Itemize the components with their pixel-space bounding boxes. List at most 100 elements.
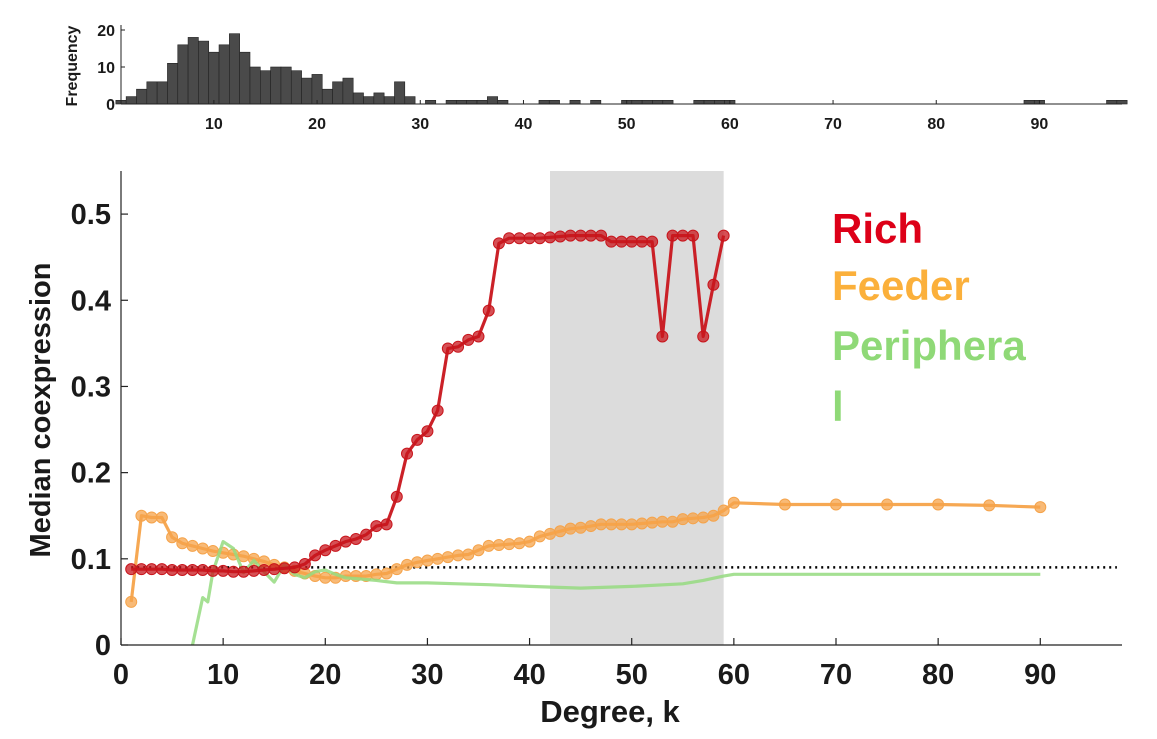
histogram-bar <box>703 100 715 105</box>
series-rich-point <box>370 520 383 533</box>
series-rich-point <box>278 562 291 575</box>
histogram-x-tick-label: 20 <box>308 116 326 133</box>
series-rich-point <box>176 564 189 577</box>
y-tick-label: 0.2 <box>71 458 111 490</box>
histogram-bar <box>301 77 313 105</box>
series-rich-point <box>584 229 597 242</box>
histogram-x-tick-label: 90 <box>1031 116 1049 133</box>
histogram-bars <box>115 33 1128 105</box>
histogram-x-tick-label: 70 <box>824 116 842 133</box>
series-feeder-point <box>380 567 393 580</box>
series-feeder-point <box>166 531 179 544</box>
x-tick-label: 50 <box>616 659 648 691</box>
series-feeder-point <box>554 525 567 538</box>
series-rich-point <box>452 340 465 353</box>
series-feeder-point <box>676 513 689 526</box>
series-feeder-point <box>615 518 628 531</box>
y-tick-label: 0.5 <box>71 199 111 231</box>
series-feeder-point <box>983 499 996 512</box>
histogram-bar <box>125 96 137 105</box>
series-feeder-point <box>830 498 842 511</box>
series-rich-point <box>595 229 608 242</box>
series-rich-point <box>646 235 659 248</box>
series-rich-point <box>401 447 413 460</box>
histogram-bar <box>662 100 674 105</box>
x-tick-label: 20 <box>309 659 341 691</box>
series-feeder-point <box>492 539 505 552</box>
series-rich-point <box>564 229 577 242</box>
series-feeder-point <box>135 509 148 522</box>
series-rich-point <box>258 564 270 577</box>
series-rich-point <box>656 330 669 343</box>
series-rich-point <box>472 330 485 343</box>
x-tick-label: 30 <box>411 659 443 691</box>
histogram-bar <box>249 66 261 105</box>
histogram-bar <box>590 100 602 105</box>
series-rich-point <box>319 544 332 557</box>
histogram-bar <box>311 74 323 105</box>
series-rich-point <box>666 229 679 242</box>
series-feeder-point <box>186 539 199 552</box>
series-rich-point <box>421 425 434 438</box>
series-rich-point <box>462 333 475 346</box>
histogram-bar <box>352 92 364 105</box>
series-feeder-point <box>319 571 332 584</box>
series-rich-point <box>125 563 138 576</box>
histogram-bar <box>641 100 653 105</box>
series-rich-point <box>441 342 454 355</box>
histogram-bar <box>1023 100 1035 105</box>
histogram-bar <box>156 81 168 105</box>
series-feeder-point <box>697 511 710 524</box>
series-rich-point <box>237 565 250 578</box>
series-rich-point <box>554 230 567 243</box>
series-rich-point <box>605 235 618 248</box>
histogram-bar <box>394 81 406 105</box>
series-feeder-point <box>462 548 475 561</box>
x-tick-label: 70 <box>820 659 852 691</box>
histogram-bar <box>218 44 230 105</box>
histogram-x-tick-label: 50 <box>618 116 636 133</box>
series-feeder-point <box>196 542 209 555</box>
x-tick-label: 10 <box>207 659 239 691</box>
histogram-bar <box>383 96 395 105</box>
series-rich-point <box>288 561 301 574</box>
histogram-y-tick-label: 10 <box>97 60 115 77</box>
series-feeder-point <box>564 522 577 535</box>
histogram-bar <box>290 70 302 105</box>
series-rich-point <box>707 278 720 291</box>
series-feeder-point <box>390 563 403 576</box>
histogram-x-tick-label: 60 <box>721 116 739 133</box>
series-rich-point <box>687 229 699 242</box>
series-rich-point <box>186 564 199 577</box>
series-feeder-point <box>625 518 638 531</box>
histogram-bar <box>476 100 488 105</box>
series-rich-point <box>390 490 403 503</box>
series-feeder-point <box>431 552 444 565</box>
histogram-x-ticks: 10 20 30 40 50 60 70 80 90 <box>205 100 1048 133</box>
series-rich-point <box>135 563 148 576</box>
histogram-bar <box>404 96 416 105</box>
series-feeder-point <box>707 509 720 522</box>
histogram-bar <box>198 40 210 105</box>
series-rich-point <box>625 235 638 248</box>
x-axis-label: Degree, k <box>540 694 680 729</box>
x-tick-label: 60 <box>718 659 750 691</box>
series-feeder-point <box>932 498 945 511</box>
histogram-bar <box>497 100 509 105</box>
histogram-bar <box>239 51 251 105</box>
histogram-x-tick-label: 40 <box>515 116 533 133</box>
series-feeder-point <box>778 498 791 511</box>
legend-peripheral-wrap: l <box>832 383 844 430</box>
series-rich-point <box>349 532 362 545</box>
x-tick-label: 90 <box>1024 659 1056 691</box>
series-feeder-point <box>595 518 608 531</box>
histogram-bar <box>280 66 292 105</box>
series-feeder-point <box>717 504 730 517</box>
series-rich-point <box>523 232 536 245</box>
histogram-bar <box>321 88 333 105</box>
series-rich-point <box>227 565 240 578</box>
series-rich-point <box>635 235 648 248</box>
series-feeder-point <box>584 520 597 533</box>
histogram-bar <box>187 37 199 105</box>
